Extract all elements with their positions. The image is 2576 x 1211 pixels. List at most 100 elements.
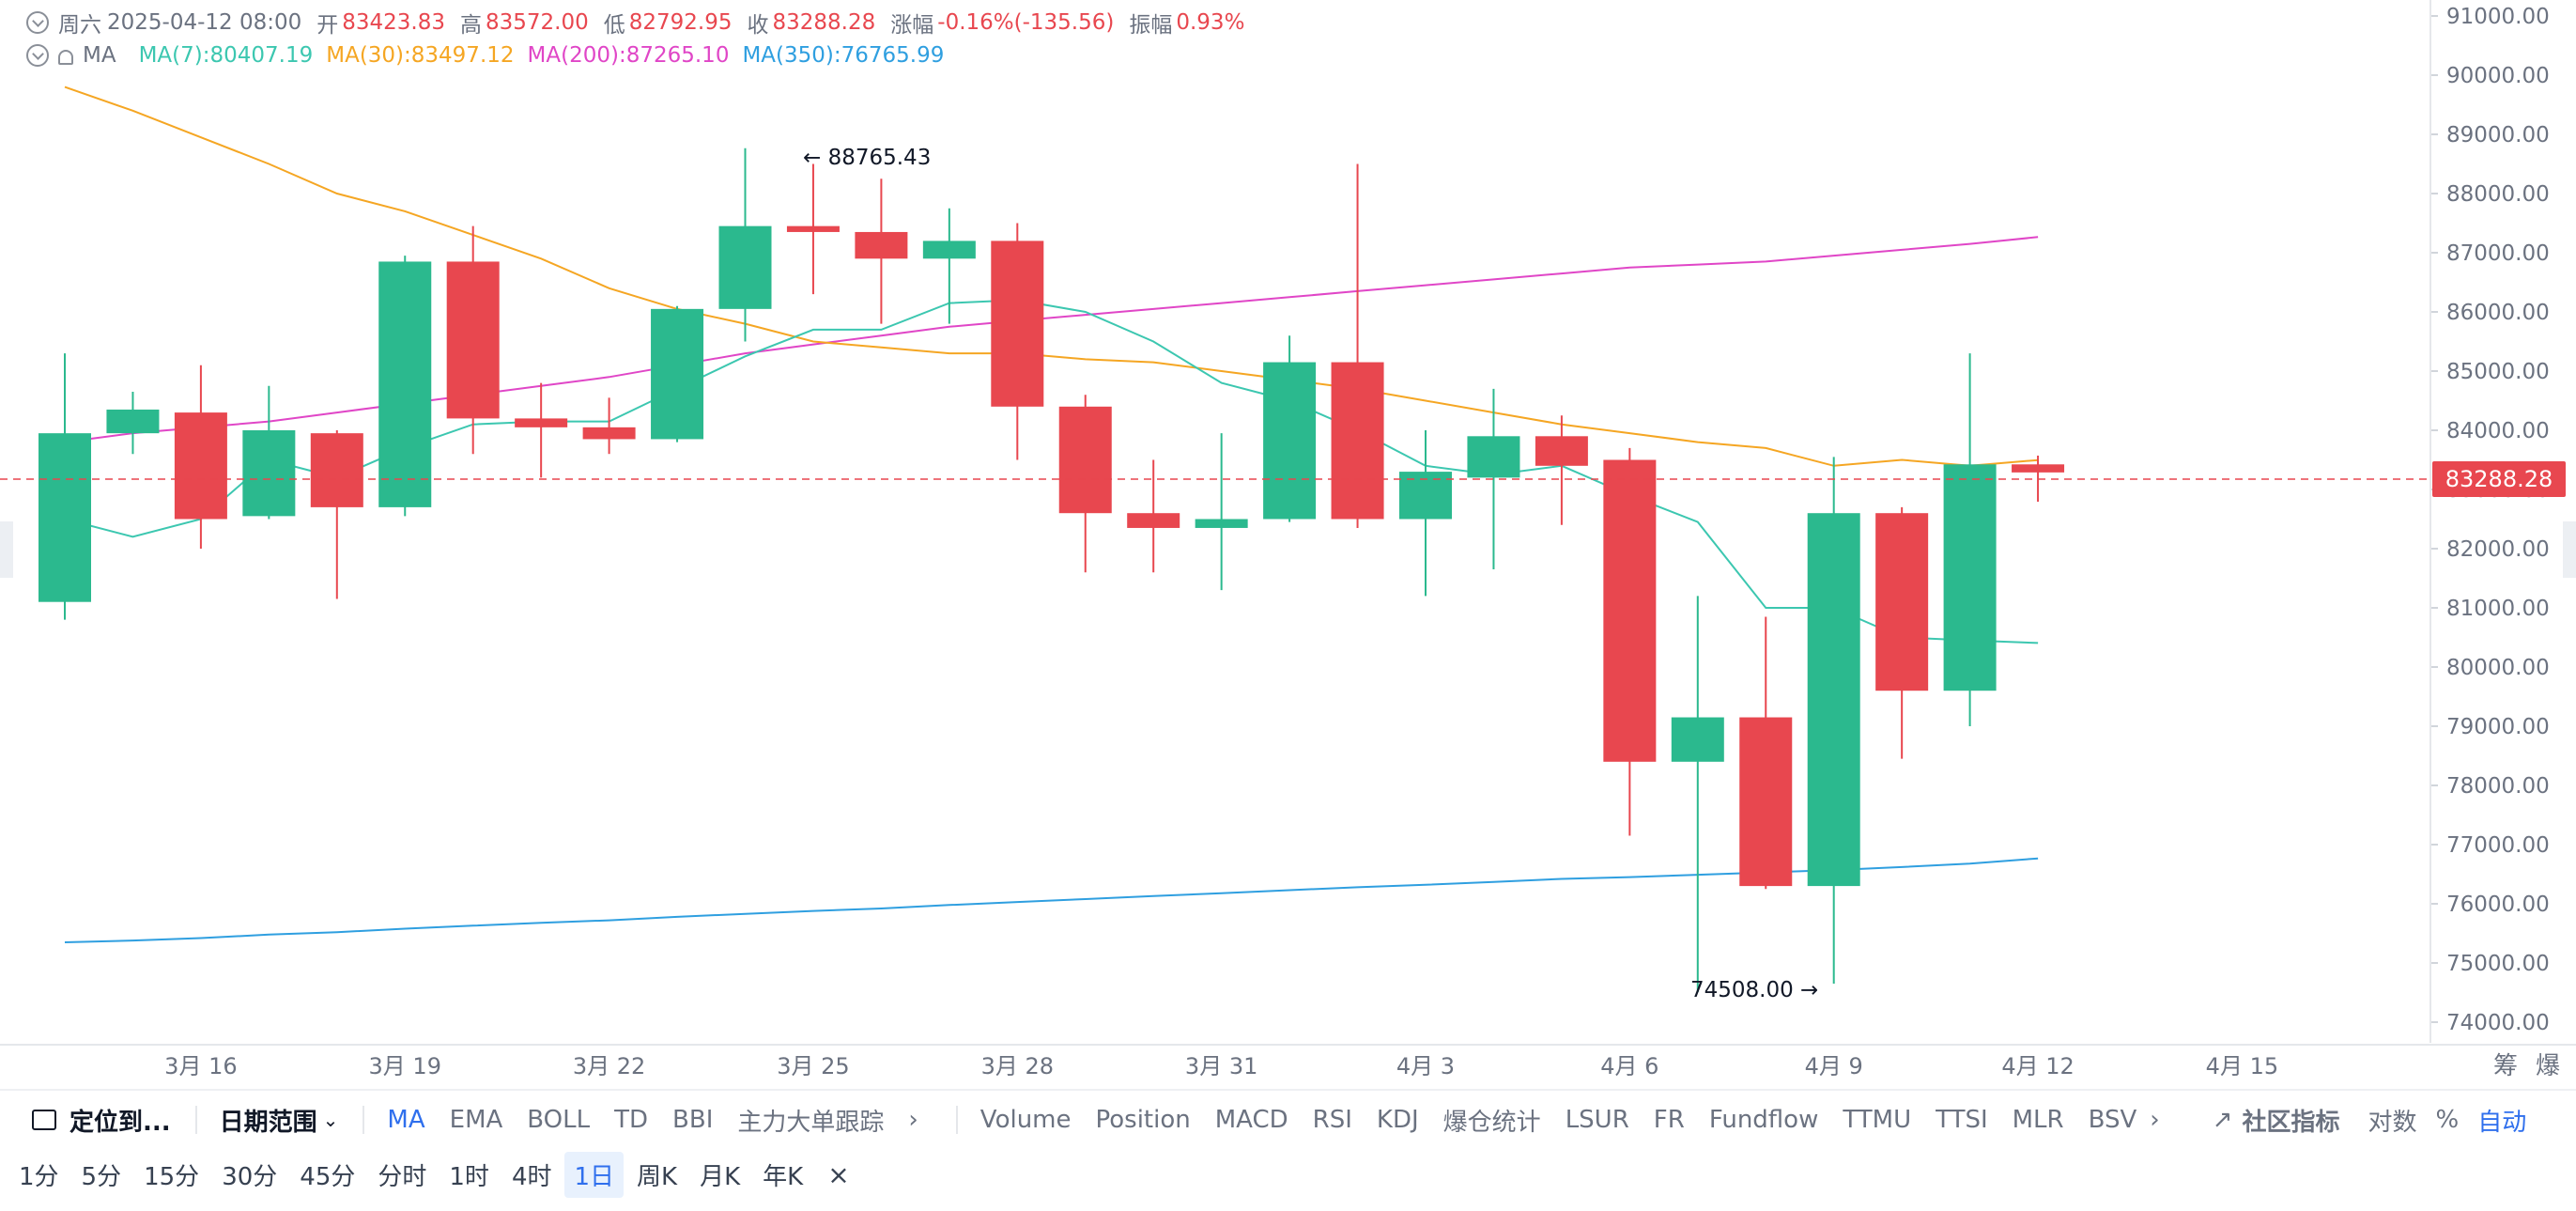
candle-down: [1739, 717, 1793, 887]
auto-scale-button[interactable]: 自动: [2477, 1108, 2527, 1137]
indicator-td[interactable]: TD: [614, 1106, 649, 1134]
y-tick-label: 77000.00: [2446, 833, 2550, 858]
y-tick-label: 85000.00: [2446, 360, 2550, 384]
candle-up: [1943, 464, 1997, 691]
date-range-button[interactable]: 日期范围: [219, 1108, 317, 1137]
axis-extra-chip[interactable]: 筹: [2493, 1052, 2518, 1080]
indicator-rsi[interactable]: RSI: [1312, 1106, 1352, 1134]
toolbar-separator: [362, 1106, 365, 1134]
y-tick-label: 84000.00: [2446, 419, 2550, 443]
indicator-fr[interactable]: FR: [1653, 1106, 1685, 1134]
timeframe-1w[interactable]: 周K: [637, 1162, 678, 1191]
y-tick-label: 78000.00: [2446, 774, 2550, 799]
indicator-ttsi[interactable]: TTSI: [1936, 1106, 1988, 1134]
candle-down: [1875, 513, 1929, 691]
candle-up: [922, 241, 976, 259]
ma350-line: [64, 857, 2039, 943]
timeframe-15m[interactable]: 15分: [144, 1162, 200, 1191]
timeframe-1mo[interactable]: 月K: [700, 1162, 741, 1191]
community-indicators-button[interactable]: 社区指标: [2242, 1108, 2340, 1137]
locate-icon[interactable]: [32, 1110, 56, 1130]
low-value: 82792.95: [628, 10, 733, 35]
timeframe-tick[interactable]: 分时: [378, 1162, 427, 1191]
indicator-fundflow[interactable]: Fundflow: [1708, 1106, 1819, 1134]
x-tick-label: 3月 16: [164, 1053, 237, 1079]
percent-scale-button[interactable]: %: [2435, 1106, 2460, 1134]
left-scroll-handle[interactable]: [0, 521, 13, 578]
indicator-kdj[interactable]: KDJ: [1376, 1106, 1419, 1134]
candle-up: [378, 261, 432, 507]
timeframe-5m[interactable]: 5分: [81, 1162, 122, 1191]
y-tick-label: 81000.00: [2446, 597, 2550, 621]
y-tick-label: 88000.00: [2446, 182, 2550, 207]
candle-up: [242, 430, 296, 517]
candle-down: [515, 418, 568, 427]
close-label: 收: [747, 13, 769, 38]
timeframe-1y[interactable]: 年K: [763, 1162, 804, 1191]
candle-down: [1603, 459, 1657, 762]
amplitude-value: 0.93%: [1176, 10, 1245, 35]
x-tick-label: 3月 19: [369, 1053, 441, 1079]
y-tick-label: 89000.00: [2446, 123, 2550, 147]
toolbar-separator: [194, 1106, 197, 1134]
right-scroll-handle[interactable]: [2563, 521, 2576, 578]
x-tick-label: 3月 31: [1185, 1053, 1257, 1079]
y-tick-label: 80000.00: [2446, 656, 2550, 680]
candle-down: [2012, 464, 2065, 473]
x-tick-label: 4月 3: [1396, 1053, 1455, 1079]
amplitude-label: 振幅: [1129, 13, 1173, 38]
indicator-liquidation[interactable]: 爆仓统计: [1442, 1108, 1541, 1137]
close-icon[interactable]: ×: [827, 1158, 850, 1190]
locate-button[interactable]: 定位到...: [69, 1108, 171, 1137]
indicator-ema[interactable]: EMA: [449, 1106, 503, 1134]
timeframe-1d[interactable]: 1日: [564, 1151, 625, 1198]
x-tick-label: 4月 12: [2001, 1053, 2074, 1079]
y-tick-label: 90000.00: [2446, 64, 2550, 88]
chevron-down-icon[interactable]: ⌄: [322, 1109, 339, 1131]
collapse-icon[interactable]: [26, 11, 49, 34]
candle-down: [1058, 406, 1112, 514]
ma-label[interactable]: MA: [83, 43, 116, 68]
chevron-right-icon[interactable]: ›: [2150, 1106, 2160, 1134]
ma30-legend: MA(30):83497.12: [326, 43, 515, 68]
y-tick-label: 86000.00: [2446, 301, 2550, 325]
ma350-legend: MA(350):76765.99: [742, 43, 945, 68]
indicator-mlr[interactable]: MLR: [2012, 1106, 2064, 1134]
y-tick-label: 82000.00: [2446, 537, 2550, 562]
candle-up: [1807, 513, 1860, 887]
ma30-line: [64, 85, 2039, 467]
candle-down: [991, 241, 1044, 407]
indicator-main-force[interactable]: 主力大单跟踪: [737, 1108, 885, 1137]
timeframe-4h[interactable]: 4时: [511, 1162, 552, 1191]
timeframe-30m[interactable]: 30分: [222, 1162, 278, 1191]
candle-up: [106, 409, 160, 434]
toolbar-separator: [955, 1106, 958, 1134]
indicator-bsv[interactable]: BSV: [2088, 1106, 2137, 1134]
indicator-ma[interactable]: MA: [387, 1106, 425, 1134]
high-marker: ← 88765.43: [803, 146, 931, 170]
x-tick-label: 3月 22: [573, 1053, 645, 1079]
change-label: 涨幅: [890, 13, 934, 38]
indicator-bbi[interactable]: BBI: [672, 1106, 714, 1134]
candle-down: [786, 225, 840, 232]
indicator-macd[interactable]: MACD: [1214, 1106, 1288, 1134]
timeframe-1m[interactable]: 1分: [19, 1162, 59, 1191]
candle-down: [174, 412, 227, 520]
indicator-boll[interactable]: BOLL: [527, 1106, 591, 1134]
collapse-ma-icon[interactable]: [26, 44, 49, 67]
external-link-icon[interactable]: ↗: [2212, 1106, 2233, 1134]
timeframe-45m[interactable]: 45分: [300, 1162, 356, 1191]
axis-extra-liquidation[interactable]: 爆: [2536, 1052, 2560, 1080]
timeframe-1h[interactable]: 1时: [449, 1162, 489, 1191]
indicator-volume[interactable]: Volume: [979, 1106, 1072, 1134]
y-tick-label: 75000.00: [2446, 952, 2550, 976]
indicator-toolbar: 定位到... 日期范围 ⌄ MA EMA BOLL TD BBI 主力大单跟踪 …: [0, 1099, 2576, 1141]
indicator-position[interactable]: Position: [1095, 1106, 1191, 1134]
y-tick-label: 87000.00: [2446, 241, 2550, 266]
indicator-ttmu[interactable]: TTMU: [1843, 1106, 1912, 1134]
indicator-lsur[interactable]: LSUR: [1565, 1106, 1629, 1134]
log-scale-button[interactable]: 对数: [2368, 1108, 2417, 1137]
chevron-right-icon[interactable]: ›: [908, 1106, 918, 1134]
bell-icon[interactable]: [58, 50, 73, 65]
